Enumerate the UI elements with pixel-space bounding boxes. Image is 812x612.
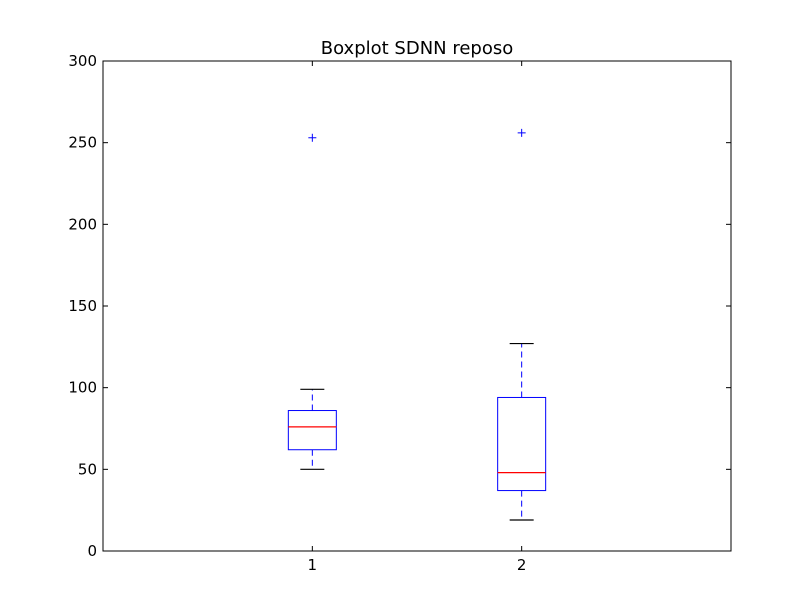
plot-frame (102, 60, 732, 552)
y-tick-label: 100 (68, 379, 97, 397)
y-tick-label: 0 (87, 542, 97, 560)
y-tick-label: 150 (68, 297, 97, 315)
x-tick-label: 2 (517, 556, 527, 574)
plot-area: 0 50 100 150 200 250 300 1 2 (68, 52, 731, 574)
iqr-box (287, 410, 337, 451)
y-tick-label: 200 (68, 215, 97, 233)
iqr-box (497, 396, 547, 492)
y-tick-label: 250 (68, 134, 97, 152)
y-tick-label: 50 (78, 460, 97, 478)
x-tick-label: 1 (308, 556, 318, 574)
y-tick-label: 300 (68, 52, 97, 70)
chart-title: Boxplot SDNN reposo (321, 38, 514, 59)
